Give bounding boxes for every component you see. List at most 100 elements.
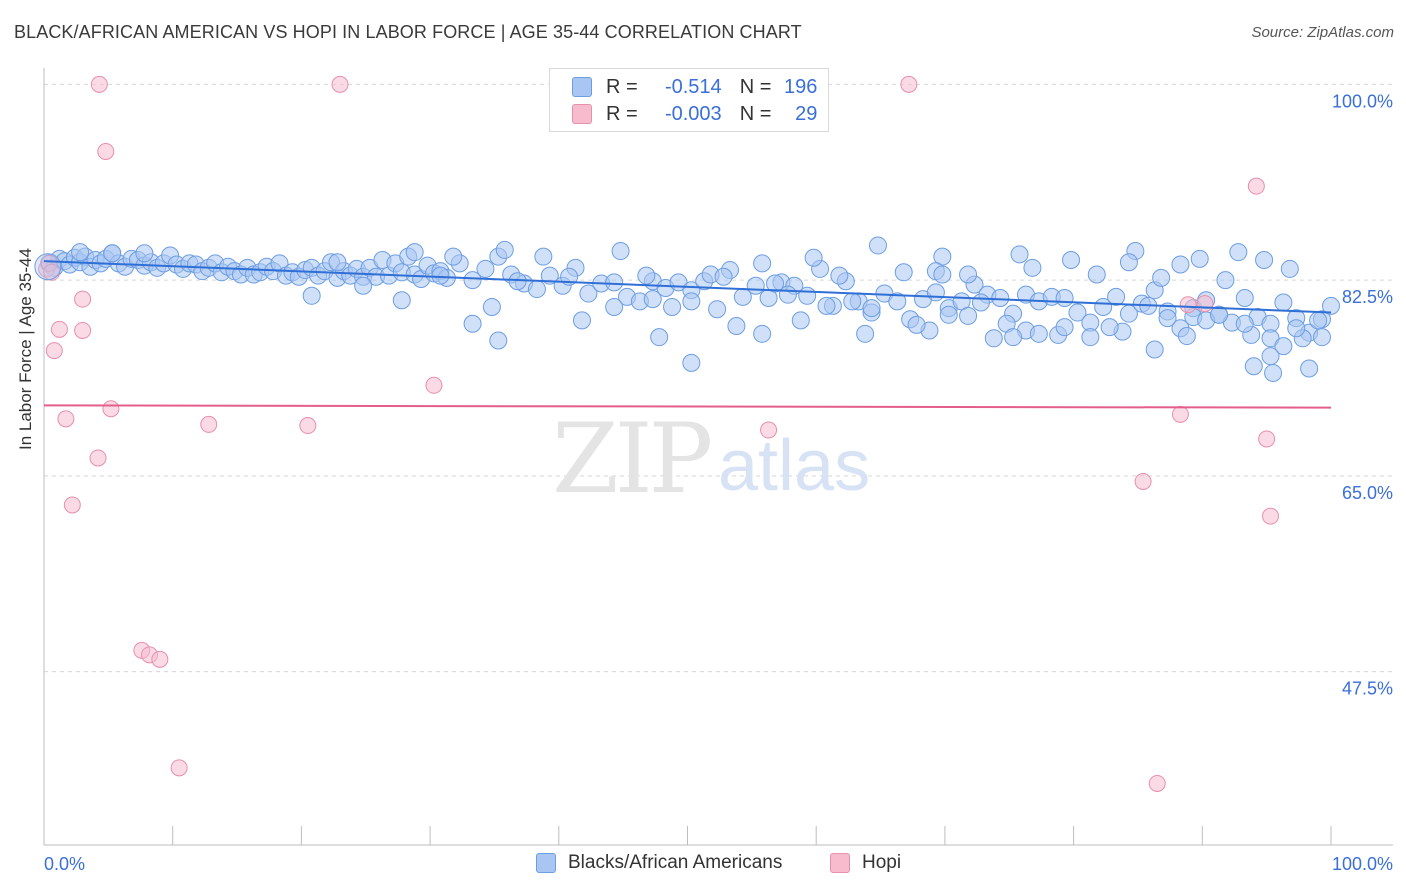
- data-point: [1261, 347, 1280, 366]
- data-point: [1322, 296, 1340, 315]
- legend-swatch-blacks: [572, 77, 592, 97]
- data-point: [817, 296, 836, 315]
- data-point: [71, 243, 90, 262]
- data-point: [971, 293, 990, 312]
- data-point: [489, 331, 508, 350]
- x-tick-label: 0.0%: [44, 854, 85, 874]
- trend-line-blacks: [43, 260, 1332, 314]
- legend-r-label: R =: [606, 102, 638, 125]
- data-point-cluster: [34, 253, 62, 281]
- trend-layer: [43, 260, 1332, 409]
- data-point: [405, 243, 424, 262]
- data-point: [1264, 363, 1283, 382]
- data-point: [1312, 328, 1331, 347]
- data-point: [637, 266, 656, 285]
- data-point: [102, 400, 120, 418]
- data-point: [682, 353, 701, 372]
- data-point: [57, 410, 75, 428]
- data-point: [804, 248, 823, 267]
- data-point: [444, 247, 463, 266]
- data-point: [90, 75, 108, 93]
- data-point: [1244, 357, 1263, 376]
- data-point: [682, 292, 701, 311]
- data-point: [392, 291, 411, 310]
- points-layer: [34, 75, 1340, 792]
- data-point: [1247, 177, 1265, 195]
- data-point: [1055, 289, 1074, 308]
- data-point: [579, 284, 598, 303]
- series-hopi: [38, 75, 1280, 792]
- data-point: [1062, 250, 1081, 269]
- data-point: [1087, 265, 1106, 284]
- data-point: [482, 297, 501, 316]
- data-point: [1216, 271, 1235, 290]
- data-point: [1262, 507, 1280, 525]
- data-point: [135, 244, 154, 263]
- data-point: [1255, 250, 1274, 269]
- data-point: [1171, 255, 1190, 274]
- data-point: [1029, 324, 1048, 343]
- data-point: [643, 290, 662, 309]
- data-point: [170, 759, 188, 777]
- data-point: [1100, 318, 1119, 337]
- data-point: [1179, 296, 1197, 314]
- legend-r-value: -0.514: [664, 75, 722, 98]
- data-point: [527, 280, 546, 299]
- data-point: [151, 650, 169, 668]
- data-point: [1119, 253, 1138, 272]
- x-tick-label: 100.0%: [1332, 854, 1393, 874]
- legend-row-hopi: R = -0.003 N = 29: [572, 102, 817, 126]
- legend-n-label: N =: [739, 75, 772, 98]
- data-point: [708, 300, 727, 319]
- data-point: [1280, 259, 1299, 278]
- data-point: [611, 242, 630, 261]
- data-point: [50, 320, 68, 338]
- data-point: [663, 297, 682, 316]
- data-point: [572, 311, 591, 330]
- bottom-legend: Blacks/African Americans Hopi: [0, 852, 1406, 878]
- data-point: [463, 271, 482, 290]
- watermark-atlas: atlas: [718, 426, 870, 506]
- bottom-legend-swatch-blacks: [536, 853, 556, 873]
- data-point: [791, 311, 810, 330]
- legend-swatch-hopi: [572, 104, 592, 124]
- data-point: [1258, 430, 1276, 448]
- bottom-legend-label-hopi: Hopi: [862, 852, 902, 873]
- data-point: [714, 267, 733, 286]
- data-point: [984, 329, 1003, 348]
- data-point: [605, 297, 624, 316]
- data-point: [830, 266, 849, 285]
- bottom-legend-item-blacks[interactable]: Blacks/African Americans: [536, 852, 782, 874]
- data-point: [843, 292, 862, 311]
- data-point: [495, 240, 514, 259]
- data-point: [431, 266, 450, 285]
- data-point: [200, 415, 218, 433]
- y-axis-label: In Labor Force | Age 35-44: [16, 248, 35, 450]
- data-point: [1055, 318, 1074, 337]
- legend-n-label: N =: [739, 102, 772, 125]
- data-point: [63, 496, 81, 514]
- data-point: [1235, 314, 1254, 333]
- data-point: [1148, 774, 1166, 792]
- data-point: [778, 285, 797, 304]
- data-point: [959, 265, 978, 284]
- data-point: [1300, 359, 1319, 378]
- data-point: [1145, 340, 1164, 359]
- data-point: [1134, 472, 1152, 490]
- chart-title: BLACK/AFRICAN AMERICAN VS HOPI IN LABOR …: [14, 22, 802, 42]
- data-point: [1196, 295, 1214, 313]
- data-point: [103, 244, 122, 263]
- data-point: [1274, 337, 1293, 356]
- data-point: [1309, 311, 1328, 330]
- data-point: [888, 292, 907, 311]
- data-point: [753, 254, 772, 273]
- data-point: [1010, 245, 1029, 264]
- bottom-legend-item-hopi[interactable]: Hopi: [830, 852, 901, 874]
- legend-row-blacks: R = -0.514 N = 196: [572, 75, 817, 99]
- data-point: [991, 289, 1010, 308]
- data-point: [1177, 327, 1196, 346]
- trend-line-hopi: [43, 404, 1332, 409]
- data-point: [766, 274, 785, 293]
- y-tick-label: 47.5%: [1342, 679, 1393, 699]
- data-point: [1287, 319, 1306, 338]
